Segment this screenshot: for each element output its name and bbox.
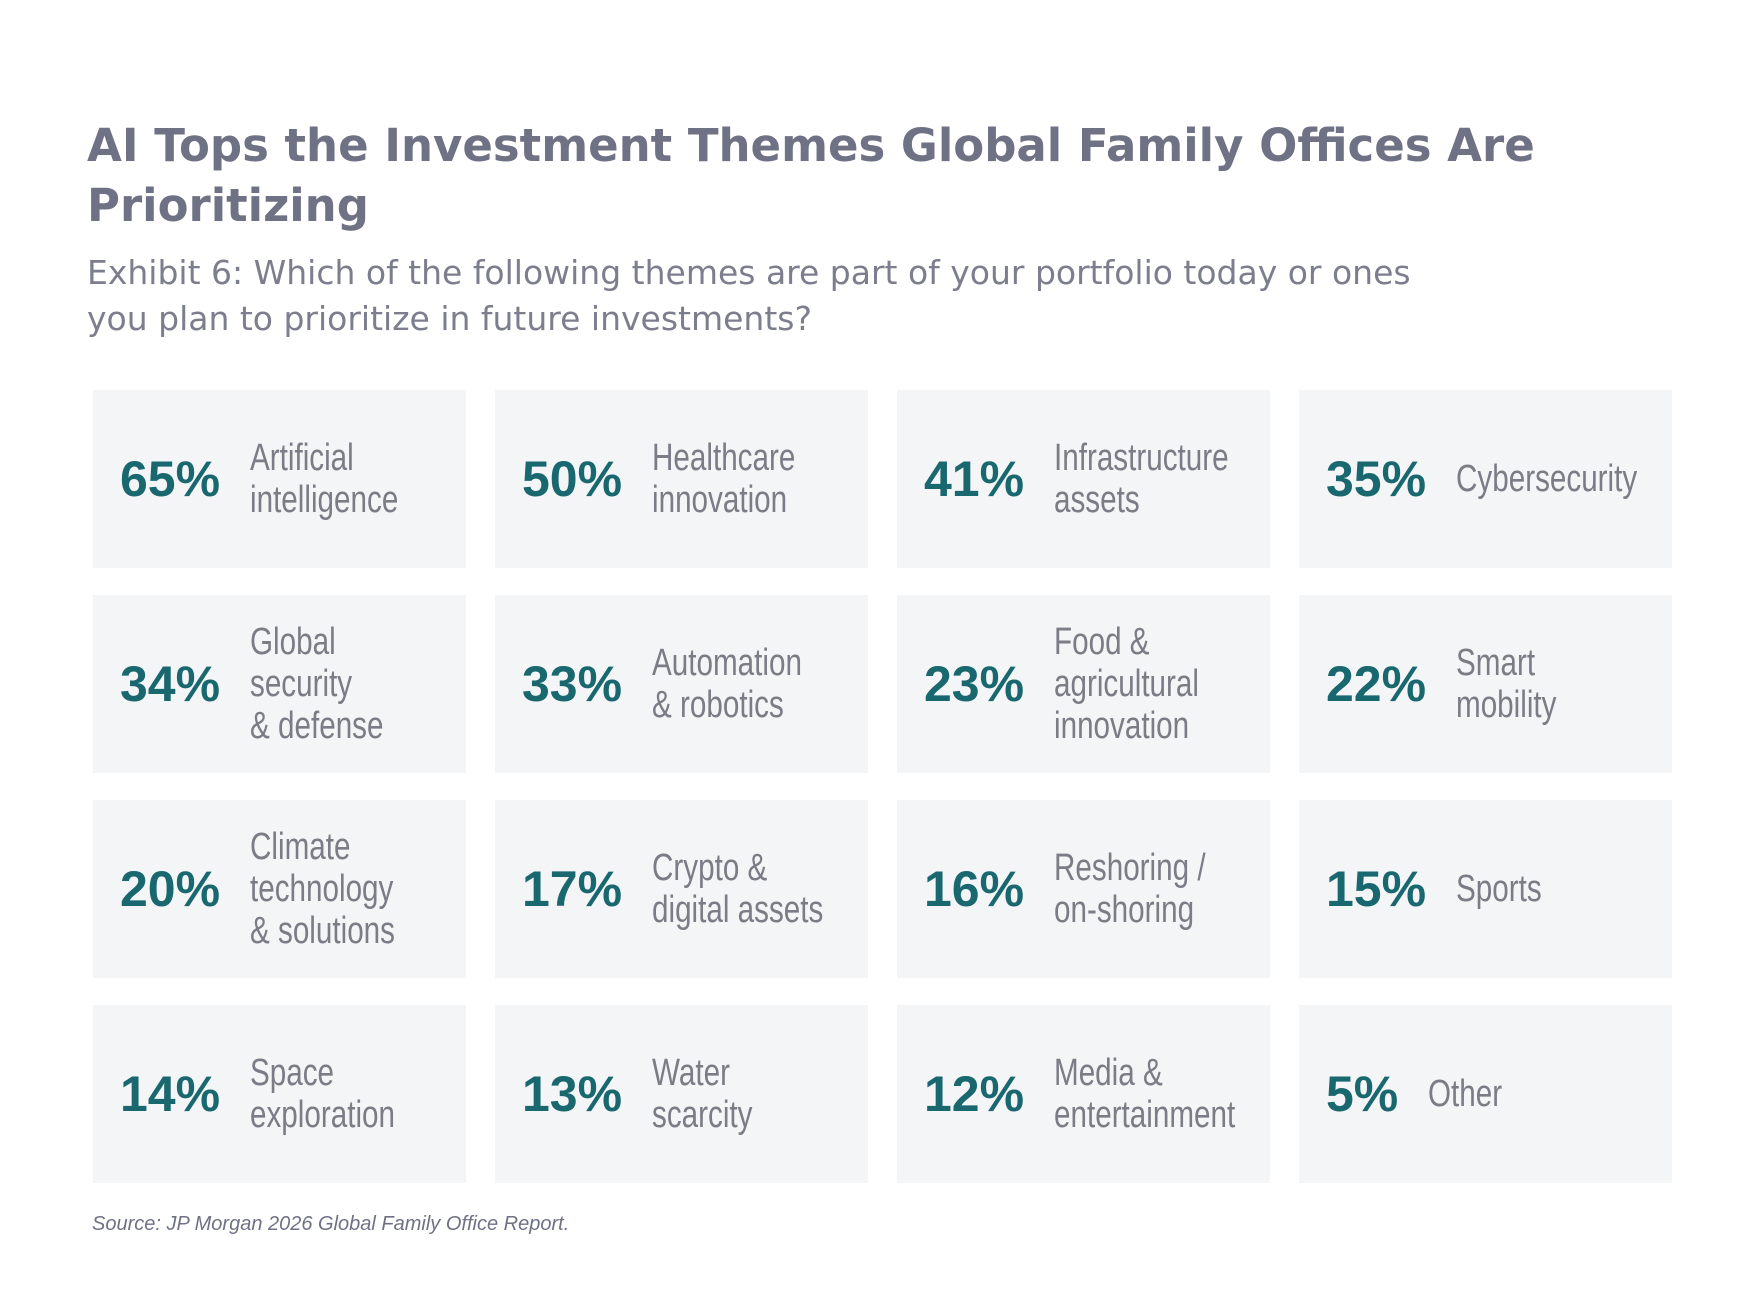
theme-tile: 16% Reshoring / on-shoring — [897, 800, 1270, 978]
label-line: scarcity — [652, 1094, 753, 1136]
theme-tile: 65% Artificial intelligence — [93, 390, 466, 568]
label-line: mobility — [1456, 684, 1557, 726]
label-line: agricultural — [1054, 663, 1200, 705]
percentage: 50% — [522, 451, 623, 507]
theme-label: Crypto & digital assets — [652, 847, 823, 931]
label-line: technology — [250, 868, 394, 910]
theme-tile: 22% Smart mobility — [1299, 595, 1672, 773]
label-line: innovation — [1054, 705, 1190, 747]
label-line: Infrastructure — [1054, 437, 1229, 479]
label-line: Media & — [1054, 1052, 1163, 1094]
title: AI Tops the Investment Themes Global Fam… — [87, 116, 1535, 236]
theme-tile: 12% Media & entertainment — [897, 1005, 1270, 1183]
subtitle: Exhibit 6: Which of the following themes… — [87, 250, 1411, 342]
theme-label: Global security & defense — [250, 621, 383, 747]
label-line: Cybersecurity — [1456, 458, 1638, 500]
theme-label: Smart mobility — [1456, 642, 1556, 726]
theme-tile: 20% Climate technology & solutions — [93, 800, 466, 978]
percentage: 15% — [1326, 861, 1427, 917]
percentage: 16% — [924, 861, 1025, 917]
label-line: digital assets — [652, 889, 824, 931]
source-note: Source: JP Morgan 2026 Global Family Off… — [92, 1213, 570, 1235]
percentage: 5% — [1326, 1066, 1399, 1122]
label-line: & solutions — [250, 910, 396, 952]
theme-tile: 17% Crypto & digital assets — [495, 800, 868, 978]
title-line: AI Tops the Investment Themes Global Fam… — [87, 119, 1535, 172]
theme-tile: 41% Infrastructure assets — [897, 390, 1270, 568]
theme-tile: 34% Global security & defense — [93, 595, 466, 773]
subtitle-line: you plan to prioritize in future investm… — [87, 299, 812, 338]
label-line: on-shoring — [1054, 889, 1195, 931]
theme-label: Water scarcity — [652, 1052, 752, 1136]
label-line: Water — [652, 1052, 731, 1094]
label-line: Reshoring / — [1054, 847, 1206, 889]
theme-label: Sports — [1456, 868, 1542, 910]
label-line: exploration — [250, 1094, 396, 1136]
theme-label: Automation & robotics — [652, 642, 802, 726]
label-line: Global — [250, 621, 336, 663]
theme-tile: 33% Automation & robotics — [495, 595, 868, 773]
percentage: 17% — [522, 861, 623, 917]
label-line: Smart — [1456, 642, 1536, 684]
percentage: 12% — [924, 1066, 1025, 1122]
theme-label: Climate technology & solutions — [250, 826, 395, 952]
tile-grid: 65% Artificial intelligence 50% Healthcare in… — [93, 390, 1672, 1183]
label-line: intelligence — [250, 479, 399, 521]
title-line: Prioritizing — [87, 179, 369, 232]
label-line: Other — [1428, 1073, 1503, 1115]
percentage: 22% — [1326, 656, 1427, 712]
theme-label: Space exploration — [250, 1052, 395, 1136]
theme-tile: 15% Sports — [1299, 800, 1672, 978]
label-line: Healthcare — [652, 437, 796, 479]
percentage: 41% — [924, 451, 1025, 507]
percentage: 35% — [1326, 451, 1427, 507]
theme-label: Infrastructure assets — [1054, 437, 1229, 521]
label-line: Food & — [1054, 621, 1150, 663]
theme-tile: 5% Other — [1299, 1005, 1672, 1183]
label-line: & defense — [250, 705, 384, 747]
label-line: Climate — [250, 826, 351, 868]
theme-tile: 23% Food & agricultural innovation — [897, 595, 1270, 773]
theme-label: Food & agricultural innovation — [1054, 621, 1199, 747]
percentage: 34% — [120, 656, 221, 712]
label-line: Automation — [652, 642, 803, 684]
theme-tile: 13% Water scarcity — [495, 1005, 868, 1183]
percentage: 14% — [120, 1066, 221, 1122]
label-line: Sports — [1456, 868, 1542, 910]
theme-label: Other — [1428, 1073, 1502, 1115]
label-line: innovation — [652, 479, 788, 521]
theme-label: Cybersecurity — [1456, 458, 1637, 500]
label-line: entertainment — [1054, 1094, 1236, 1136]
label-line: Crypto & — [652, 847, 768, 889]
percentage: 20% — [120, 861, 221, 917]
subtitle-line: Exhibit 6: Which of the following themes… — [87, 253, 1411, 292]
label-line: assets — [1054, 479, 1140, 521]
theme-label: Reshoring / on-shoring — [1054, 847, 1206, 931]
theme-tile: 50% Healthcare innovation — [495, 390, 868, 568]
percentage: 33% — [522, 656, 623, 712]
theme-tile: 35% Cybersecurity — [1299, 390, 1672, 568]
theme-label: Healthcare innovation — [652, 437, 795, 521]
label-line: security — [250, 663, 353, 705]
theme-tile: 14% Space exploration — [93, 1005, 466, 1183]
label-line: Artificial — [250, 437, 354, 479]
theme-label: Media & entertainment — [1054, 1052, 1235, 1136]
percentage: 13% — [522, 1066, 623, 1122]
percentage: 65% — [120, 451, 221, 507]
label-line: & robotics — [652, 684, 784, 726]
percentage: 23% — [924, 656, 1025, 712]
theme-label: Artificial intelligence — [250, 437, 398, 521]
label-line: Space — [250, 1052, 335, 1094]
